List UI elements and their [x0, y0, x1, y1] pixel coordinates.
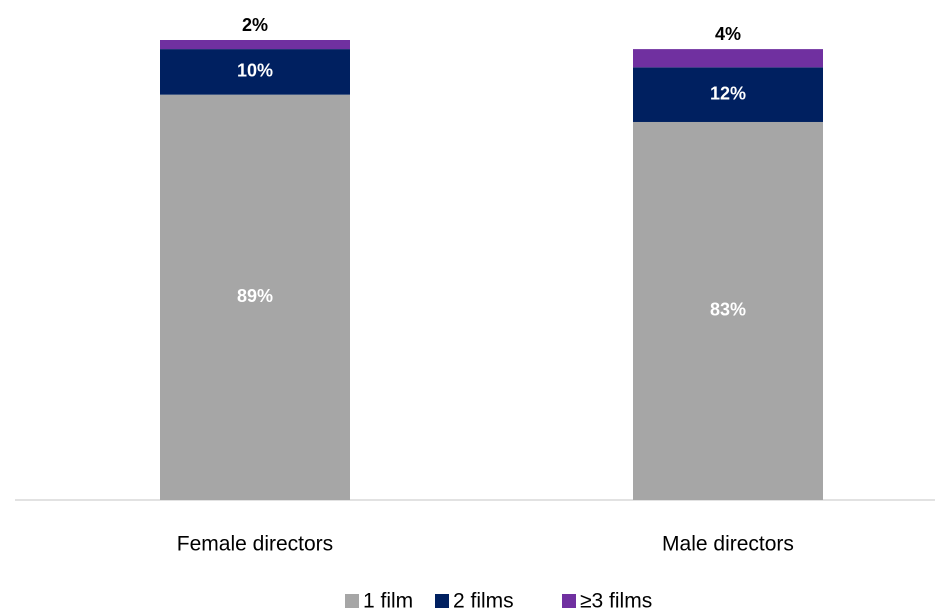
value-label: 4% — [715, 24, 741, 44]
bar-segment — [160, 94, 350, 500]
legend-swatch — [345, 594, 359, 608]
value-label: 12% — [710, 83, 746, 103]
x-tick-label: Male directors — [662, 533, 794, 556]
bar-segment — [160, 49, 350, 95]
value-label: 2% — [242, 15, 268, 35]
bar-segment — [633, 121, 823, 501]
bar-segment — [633, 67, 823, 122]
legend-swatch — [435, 594, 449, 608]
legend-label: ≥3 films — [580, 590, 652, 612]
x-tick-label: Female directors — [177, 533, 333, 556]
bar-segment — [633, 49, 823, 68]
legend-swatch — [562, 594, 576, 608]
bar-segment — [160, 40, 350, 50]
value-label: 83% — [710, 300, 746, 320]
value-label: 10% — [237, 61, 273, 81]
value-label: 89% — [237, 286, 273, 306]
legend-label: 1 film — [363, 590, 413, 612]
legend-label: 2 films — [453, 590, 514, 612]
